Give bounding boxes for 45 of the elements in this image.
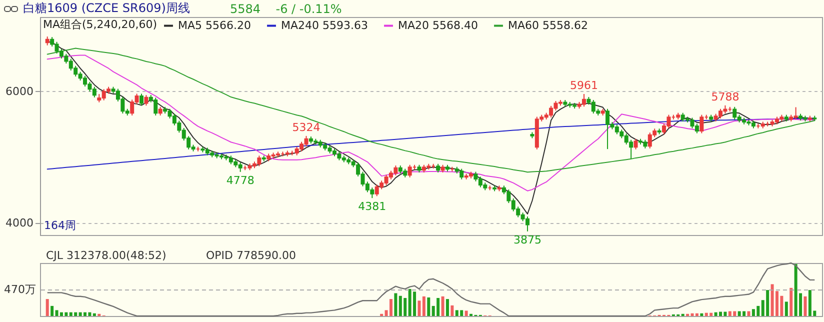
bar xyxy=(422,296,426,316)
bar xyxy=(427,297,430,316)
annotation: 3875 xyxy=(514,233,542,246)
bar xyxy=(389,299,392,316)
candlestick xyxy=(694,123,699,134)
bar xyxy=(784,302,788,316)
bar xyxy=(441,296,444,316)
text: CJL 312378.00(48:52) xyxy=(46,249,166,262)
annotation: 4778 xyxy=(226,174,254,187)
annotation: 5324 xyxy=(292,120,320,134)
ref-line-label: 470万 xyxy=(4,283,36,296)
candlestick xyxy=(582,93,586,108)
chart-subtitle: 5584 -6 / -0.11% xyxy=(230,2,342,16)
y-tick-label: 4000 xyxy=(6,216,34,230)
candlestick xyxy=(144,94,148,106)
candlestick xyxy=(140,93,144,106)
annotation: 164周 xyxy=(44,219,76,232)
bar xyxy=(450,305,454,316)
bar xyxy=(790,288,793,316)
candlestick xyxy=(700,114,704,134)
candlestick xyxy=(408,164,412,178)
text: OPID 778590.00 xyxy=(206,249,296,262)
bar xyxy=(804,296,807,316)
bar xyxy=(46,299,49,316)
legend-label: MA20 5568.40 xyxy=(398,18,478,32)
annotation: 4381 xyxy=(358,200,386,214)
chart-title: 白糖1609 (CZCE SR609)周线 xyxy=(23,0,190,17)
bar xyxy=(50,306,54,316)
annotation: 5788 xyxy=(711,90,740,104)
bar xyxy=(418,300,421,316)
annotation: 5961 xyxy=(570,78,598,92)
legend-title: MA组合(5,240,20,60) xyxy=(43,18,158,31)
bar xyxy=(394,293,398,316)
bar xyxy=(446,299,449,316)
bar xyxy=(464,310,468,316)
bar xyxy=(747,311,750,316)
candlestick xyxy=(634,138,638,150)
bar xyxy=(695,313,698,316)
y-tick-label: 6000 xyxy=(6,84,34,98)
legend-label: MA240 5593.63 xyxy=(281,18,368,32)
bar xyxy=(92,313,96,316)
bar xyxy=(700,313,704,316)
legend-label: MA5 5566.20 xyxy=(178,18,251,32)
legend-label: MA60 5558.62 xyxy=(508,18,588,32)
candlestick xyxy=(606,108,610,150)
